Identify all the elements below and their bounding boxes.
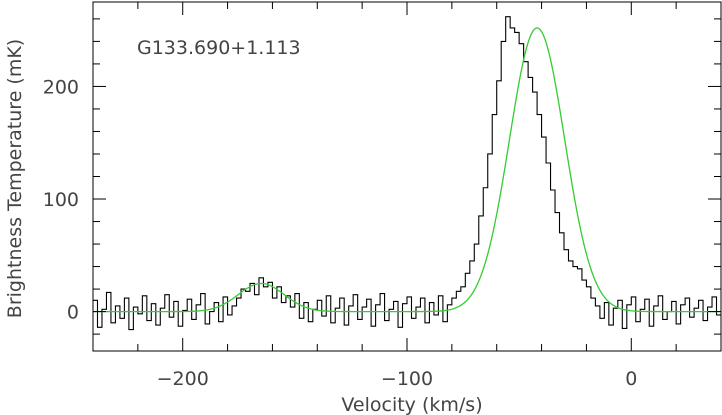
y-axis-label: Brightness Temperature (mK) — [4, 39, 26, 318]
axis-ticks — [92, 2, 722, 351]
x-axis-label: Velocity (km/s) — [341, 394, 482, 415]
plot-data-layer — [93, 16, 721, 331]
y-tick-labels: 0 100 200 — [43, 76, 79, 323]
x-tick-label: −100 — [381, 368, 433, 390]
x-tick-labels: −200 −100 0 — [157, 368, 638, 390]
spectrum-histogram — [93, 16, 721, 331]
gaussian-fit-curve — [93, 27, 721, 313]
y-tick-label: 100 — [43, 189, 79, 211]
source-annotation: G133.690+1.113 — [137, 37, 301, 59]
y-tick-label: 0 — [67, 302, 79, 324]
y-tick-label: 200 — [43, 76, 79, 98]
x-tick-label: 0 — [625, 368, 637, 390]
x-tick-label: −200 — [157, 368, 209, 390]
